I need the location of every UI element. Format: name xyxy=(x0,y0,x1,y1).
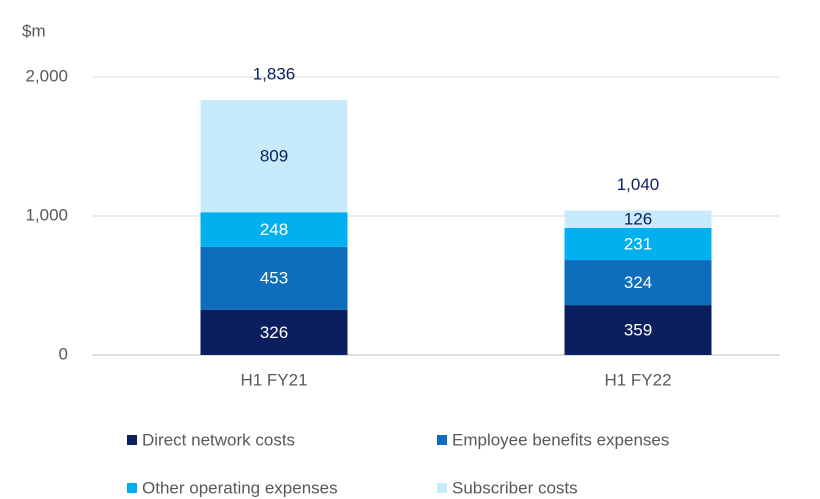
legend-label: Employee benefits expenses xyxy=(452,430,669,449)
bar-segment xyxy=(564,305,712,355)
bar-segment xyxy=(564,227,712,261)
y-axis-label: $m xyxy=(22,21,46,40)
x-tick-label: H1 FY21 xyxy=(240,370,307,389)
total-label: 1,836 xyxy=(253,64,296,83)
legend-swatch xyxy=(437,435,447,445)
data-label: 248 xyxy=(260,220,288,239)
bar-segment xyxy=(200,309,348,355)
legend-swatch xyxy=(437,483,447,493)
legend-label: Subscriber costs xyxy=(452,478,578,497)
bar-segment xyxy=(200,99,348,213)
y-tick-label: 1,000 xyxy=(25,205,68,224)
bar-segment xyxy=(200,212,348,247)
bar-segment xyxy=(200,246,348,310)
total-label: 1,040 xyxy=(617,175,660,194)
legend-swatch xyxy=(127,483,137,493)
data-label: 324 xyxy=(624,273,652,292)
legend-label: Direct network costs xyxy=(142,430,295,449)
data-label: 126 xyxy=(624,210,652,229)
y-tick-label: 2,000 xyxy=(25,66,68,85)
legend-swatch xyxy=(127,435,137,445)
bar-segment xyxy=(564,210,712,228)
data-label: 453 xyxy=(260,269,288,288)
data-label: 809 xyxy=(260,147,288,166)
y-tick-label: 0 xyxy=(59,344,68,363)
data-label: 326 xyxy=(260,323,288,342)
bar-segment xyxy=(564,260,712,306)
legend-label: Other operating expenses xyxy=(142,478,338,497)
data-label: 359 xyxy=(624,321,652,340)
data-label: 231 xyxy=(624,234,652,253)
x-tick-label: H1 FY22 xyxy=(604,370,671,389)
